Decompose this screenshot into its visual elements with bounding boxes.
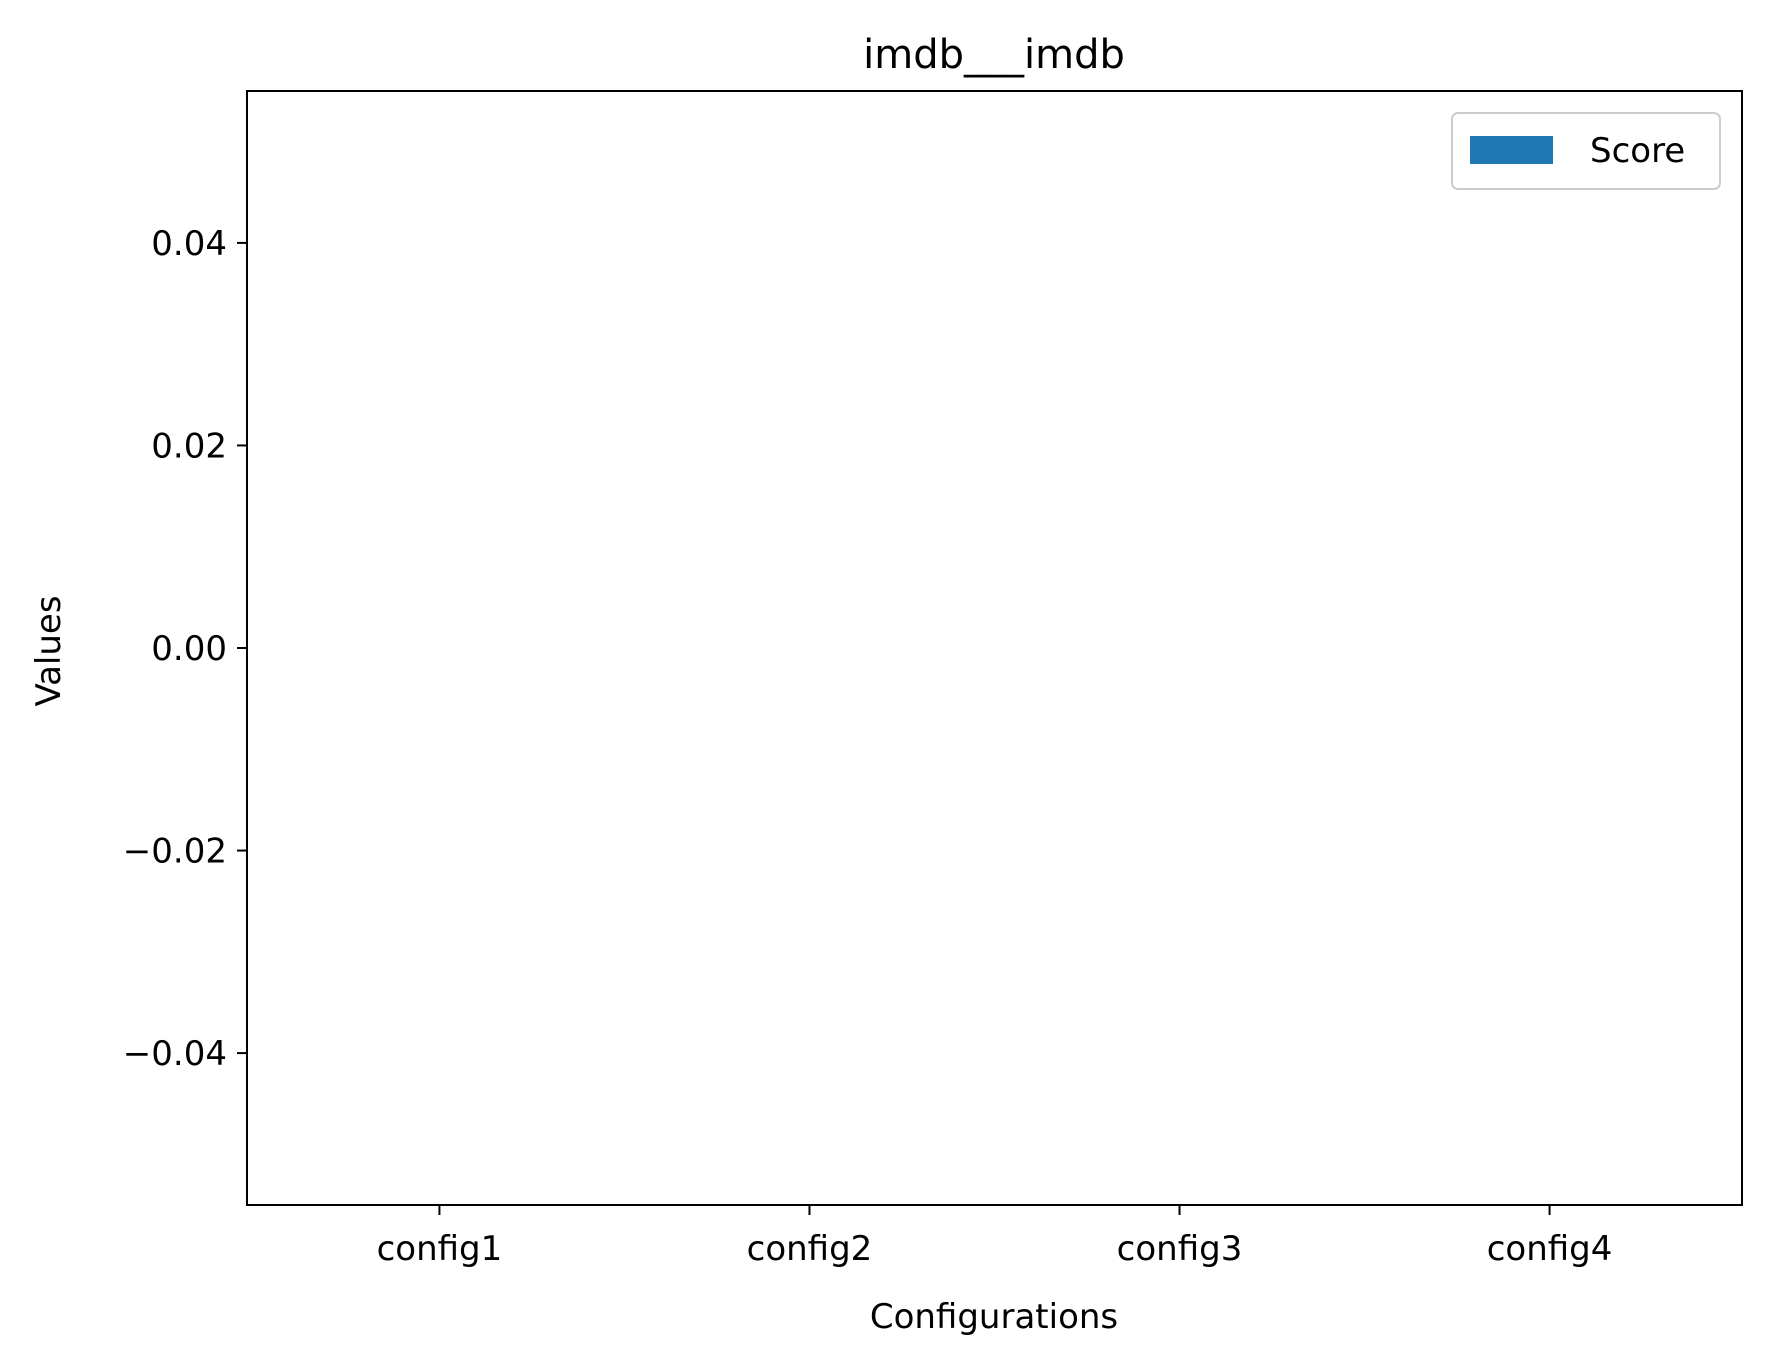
y-axis-ticks: −0.04 −0.02 0.00 0.02 0.04 bbox=[123, 224, 247, 1074]
legend: Score bbox=[1451, 112, 1721, 190]
x-tick-label: config3 bbox=[1117, 1229, 1243, 1269]
plot-area-frame bbox=[246, 90, 1743, 1206]
y-axis-label: Values bbox=[29, 595, 69, 706]
x-tick-label: config1 bbox=[377, 1229, 503, 1269]
x-axis-label: Configurations bbox=[870, 1297, 1118, 1337]
y-tick-label: 0.04 bbox=[151, 224, 227, 264]
y-tick-label: −0.04 bbox=[123, 1034, 227, 1074]
legend-swatch-score bbox=[1470, 136, 1553, 164]
y-tick-label: −0.02 bbox=[123, 832, 227, 872]
x-tick-label: config4 bbox=[1487, 1229, 1613, 1269]
y-tick-label: 0.02 bbox=[151, 426, 227, 466]
chart-title: imdb___imdb bbox=[863, 32, 1125, 78]
legend-frame bbox=[1451, 112, 1721, 190]
x-tick-label: config2 bbox=[747, 1229, 873, 1269]
y-tick-label: 0.00 bbox=[151, 629, 227, 669]
legend-label-score: Score bbox=[1590, 131, 1685, 171]
x-axis-ticks: config1 config2 config3 config4 bbox=[377, 1205, 1613, 1269]
